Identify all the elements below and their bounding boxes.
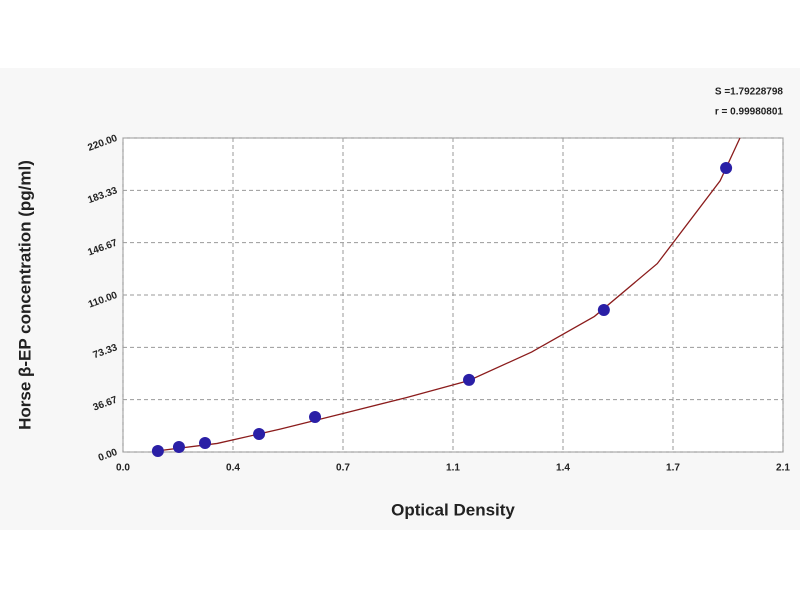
data-point [253, 428, 266, 441]
data-point [309, 411, 322, 424]
x-tick-label: 0.0 [116, 463, 130, 474]
data-point [151, 445, 164, 458]
x-tick-label: 0.7 [336, 463, 350, 474]
x-tick-label: 2.1 [776, 463, 790, 474]
annotation: r = 0.99980801 [715, 107, 784, 118]
x-tick-label: 0.4 [226, 463, 240, 474]
x-tick-label: 1.4 [556, 463, 570, 474]
data-point [597, 303, 610, 316]
data-point [463, 373, 476, 386]
annotation: S =1.79228798 [715, 87, 784, 98]
data-point [720, 161, 733, 174]
x-axis-title: Optical Density [391, 500, 515, 519]
x-tick-label: 1.1 [446, 463, 460, 474]
x-tick-label: 1.7 [666, 463, 680, 474]
data-point [172, 441, 185, 454]
data-point [199, 437, 212, 450]
y-axis-title: Horse β-EP concentration (pg/ml) [15, 160, 34, 430]
